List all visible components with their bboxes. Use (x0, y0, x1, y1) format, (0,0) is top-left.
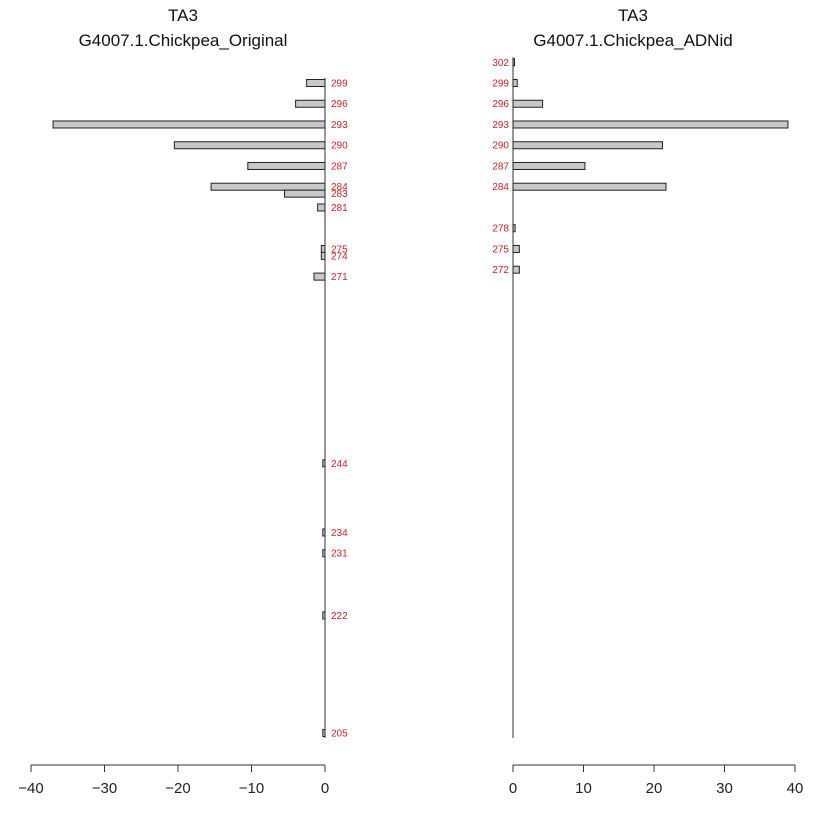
left-bar-label: 271 (331, 272, 348, 283)
left-bar-label: 284 (331, 182, 348, 193)
left-bar (322, 611, 326, 620)
left-x-tick-label: −40 (18, 780, 43, 797)
left-bar-label: 231 (331, 549, 348, 560)
right-bar-label: 287 (492, 161, 509, 172)
right-x-tick-label: 10 (575, 780, 592, 797)
left-bar (306, 79, 326, 87)
left-bar-label: 296 (331, 99, 348, 110)
left-bar-label: 274 (331, 251, 348, 262)
left-bar-label: 293 (331, 120, 348, 131)
right-bar (512, 161, 586, 170)
right-chart-subtitle: G4007.1.Chickpea_ADNid (533, 31, 732, 50)
right-bar-label: 278 (492, 224, 509, 235)
left-bar (322, 549, 326, 558)
left-x-tick-label: −20 (165, 780, 190, 797)
right-x-tick-label: 0 (509, 780, 517, 797)
right-bar-label: 302 (492, 58, 509, 69)
right-bar (512, 99, 544, 108)
right-plot-area: 302 299 296 293 290 287 284 278 275 272 0 10 20 30 40 (492, 57, 803, 797)
right-bar-label: 299 (492, 79, 509, 90)
left-chart-title: TA3 (168, 6, 198, 25)
left-bar-label: 299 (331, 79, 348, 90)
left-bar (320, 251, 326, 260)
right-x-tick-label: 40 (787, 780, 804, 797)
right-bar-label: 293 (492, 120, 509, 131)
right-bar (512, 120, 789, 129)
left-bar-label: 205 (331, 729, 348, 740)
right-bar-label: 284 (492, 182, 509, 193)
right-bar (512, 79, 518, 87)
right-panel: TA3 G4007.1.Chickpea_ADNid 302 299 296 293 2… (492, 6, 803, 797)
left-bar (173, 141, 326, 150)
right-bar (512, 224, 516, 233)
left-x-tick-label: 0 (321, 780, 329, 797)
left-bar (52, 120, 326, 129)
right-bar (512, 182, 667, 191)
left-x-tick-label: −10 (239, 780, 264, 797)
right-bar-label: 290 (492, 141, 509, 152)
right-x-tick-label: 20 (646, 780, 663, 797)
right-chart-title: TA3 (618, 6, 648, 25)
right-bar-label: 272 (492, 265, 509, 276)
left-bar (210, 182, 326, 191)
left-bar-label: 290 (331, 141, 348, 152)
left-bar (317, 203, 326, 212)
left-bar (320, 244, 326, 253)
left-bar (284, 189, 326, 198)
left-bar (322, 729, 326, 737)
left-bar (322, 528, 326, 537)
left-bar-label: 234 (331, 528, 348, 539)
right-bar (512, 244, 520, 253)
left-chart-subtitle: G4007.1.Chickpea_Original (79, 31, 288, 50)
left-bar-label: 244 (331, 459, 348, 470)
left-bar (295, 99, 326, 108)
left-panel: TA3 G4007.1.Chickpea_Original 2992962932… (18, 6, 348, 797)
right-bar (512, 58, 515, 67)
left-bar-label: 281 (331, 203, 348, 214)
right-bar (512, 265, 520, 274)
right-bar-label: 296 (492, 99, 509, 110)
left-bar (247, 161, 326, 170)
left-bar (322, 459, 326, 468)
left-x-tick-label: −30 (92, 780, 117, 797)
left-bar-label: 287 (331, 161, 348, 172)
left-bar-label: 283 (331, 189, 348, 200)
right-x-tick-label: 30 (716, 780, 733, 797)
left-bar (313, 272, 326, 281)
left-bar-label: 275 (331, 244, 348, 255)
right-bar-label: 275 (492, 244, 509, 255)
left-bar-label: 222 (331, 611, 348, 622)
right-bar (512, 141, 663, 150)
